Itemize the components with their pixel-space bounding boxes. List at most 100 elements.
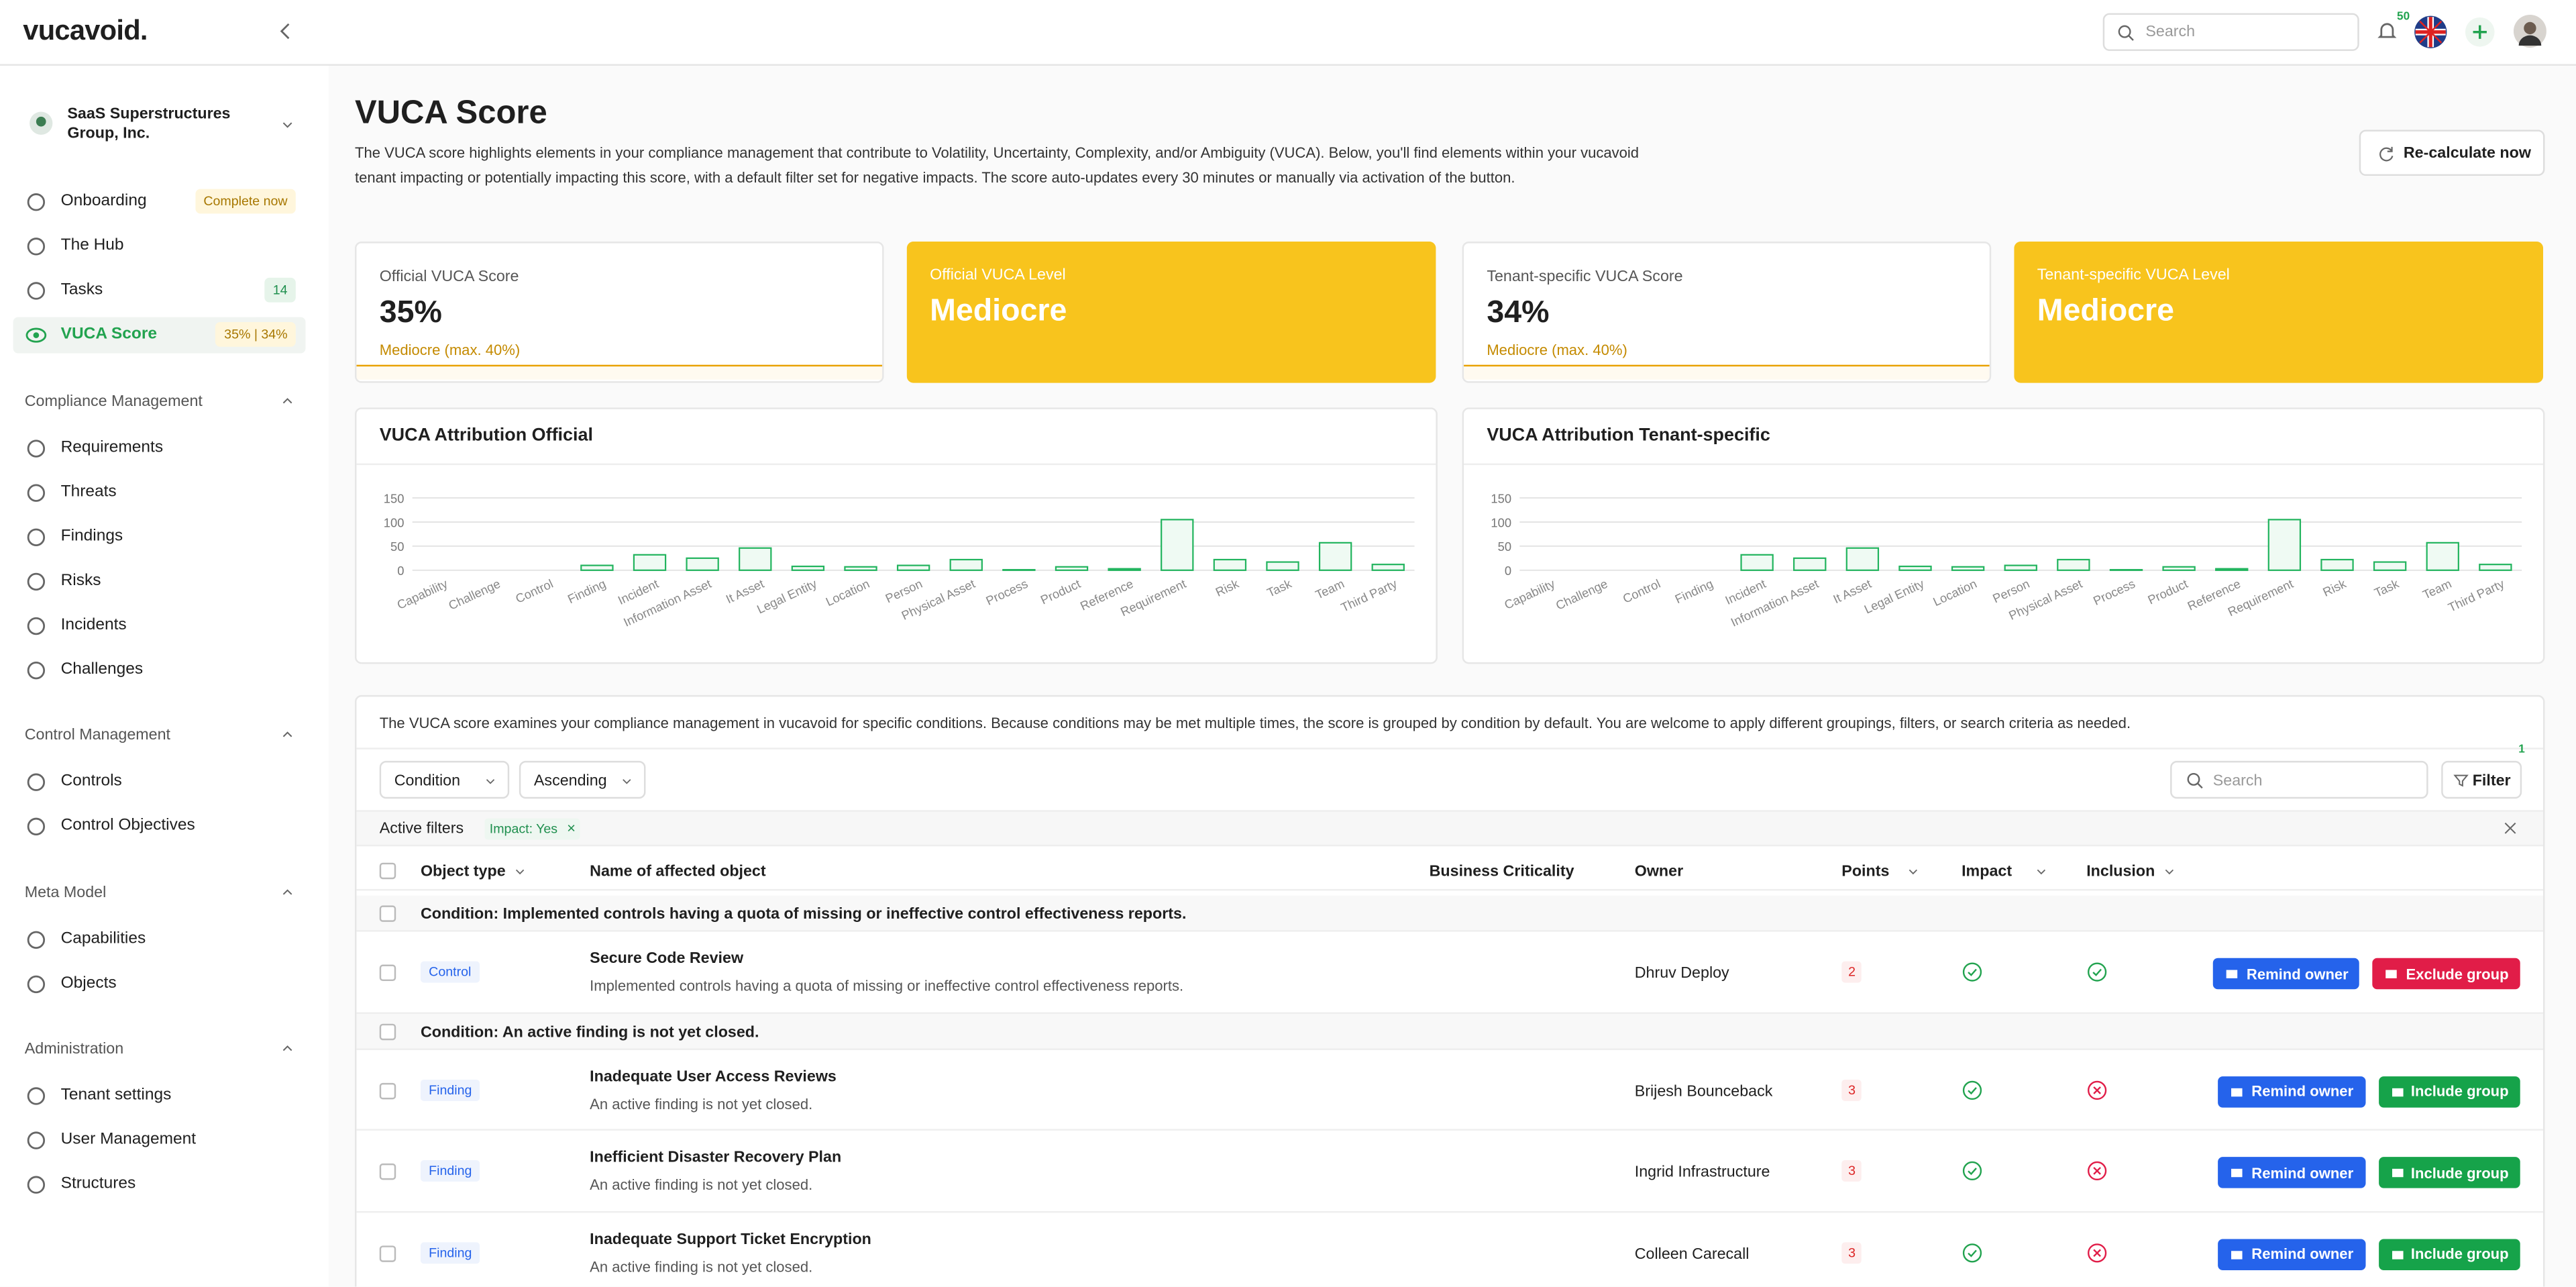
button-label: Include group: [2410, 1082, 2509, 1100]
x-tick-label: Task: [2372, 576, 2402, 600]
column-header[interactable]: Business Criticality: [1429, 862, 1574, 881]
organization-name[interactable]: SaaS Superstructures Group, Inc.: [67, 105, 231, 144]
impact-icon-glyph: [1962, 962, 1982, 982]
action-button[interactable]: Remind owner: [2218, 1238, 2365, 1270]
owner: Brijesh Bounceback: [1634, 1082, 1773, 1100]
score-value: Mediocre: [2037, 294, 2175, 329]
column-header[interactable]: Object type: [420, 862, 506, 881]
x-tick-label: Risk: [1214, 576, 1242, 599]
checkbox[interactable]: [379, 1245, 396, 1262]
nav-item[interactable]: Challenges: [13, 654, 306, 687]
object-description: Implemented controls having a quota of m…: [590, 978, 1184, 994]
chart-card: VUCA Attribution Official 0 50 100 150 Capabi…: [354, 407, 1438, 664]
x-tick-label: Capability: [1502, 576, 1558, 612]
action-button[interactable]: Remind owner: [2213, 958, 2360, 990]
search-box[interactable]: Search: [2102, 13, 2359, 51]
nav-item[interactable]: Incidents: [13, 610, 306, 643]
score-note: Mediocre (max. 40%): [379, 342, 521, 358]
bar: [2004, 564, 2037, 571]
row-actions: Remind owner Include group: [2218, 1238, 2520, 1270]
nav-item[interactable]: Objects: [13, 968, 306, 1000]
object-name[interactable]: Secure Code Review: [590, 949, 744, 968]
nav-item[interactable]: Structures: [13, 1168, 306, 1201]
nav-item[interactable]: Control Objectives: [13, 810, 306, 843]
object-name[interactable]: Inadequate Support Ticket Encryption: [590, 1230, 871, 1249]
nav-item[interactable]: Requirements: [13, 432, 306, 465]
add-button[interactable]: [2464, 16, 2496, 48]
nav-label: The Hub: [60, 236, 124, 255]
logo[interactable]: vucavoid.: [23, 15, 148, 46]
nav-item[interactable]: Onboarding Complete now: [13, 184, 306, 220]
sort-icon: [513, 864, 527, 879]
nav-item[interactable]: Tasks 14: [13, 273, 306, 309]
bar: [1740, 554, 1774, 571]
object-name[interactable]: Inadequate User Access Reviews: [590, 1067, 837, 1086]
org-logo: [28, 110, 54, 136]
action-button[interactable]: Remind owner: [2218, 1075, 2365, 1107]
nav-icon: [25, 1174, 48, 1196]
checkbox[interactable]: [379, 964, 396, 982]
x-tick-label: Finding: [1672, 576, 1715, 606]
checkbox[interactable]: [379, 862, 396, 880]
nav-icon: [25, 615, 48, 637]
sort-icon-glyph: [1909, 869, 1917, 875]
button-icon: [2386, 970, 2398, 978]
x-tick-label: Control: [1621, 576, 1663, 606]
object-name[interactable]: Inefficient Disaster Recovery Plan: [590, 1148, 842, 1167]
column-header[interactable]: Inclusion: [2086, 862, 2155, 881]
nav-item[interactable]: Tenant settings: [13, 1080, 306, 1113]
column-header[interactable]: Name of affected object: [590, 862, 766, 881]
checkbox[interactable]: [379, 1082, 396, 1099]
language-flag[interactable]: [2414, 15, 2448, 49]
column-header[interactable]: Impact: [1962, 862, 2012, 881]
column-header[interactable]: Owner: [1634, 862, 1684, 881]
y-tick-label: 50: [1498, 539, 1511, 554]
nav-item[interactable]: Risks: [13, 565, 306, 598]
group-condition: Condition: Implemented controls having a…: [420, 905, 1187, 924]
dropdown-label: Condition: [394, 772, 461, 790]
button-label: Include group: [2410, 1164, 2509, 1181]
score-value: 34%: [1487, 295, 1550, 331]
section-title: Administration: [24, 1040, 124, 1059]
search-icon: [2185, 771, 2204, 790]
table-search[interactable]: Search: [2170, 760, 2428, 799]
chart-card: VUCA Attribution Tenant-specific 0 50 100 15…: [1462, 407, 2545, 664]
nav-item[interactable]: Controls: [13, 766, 306, 799]
action-button[interactable]: Include group: [2377, 1075, 2520, 1107]
sort-order-select[interactable]: Ascending: [519, 760, 646, 799]
checkbox[interactable]: [379, 1163, 396, 1180]
nav-item[interactable]: The Hub: [13, 228, 306, 264]
checkbox[interactable]: [379, 1023, 396, 1039]
nav-item[interactable]: VUCA Score 35% | 34%: [13, 317, 306, 354]
nav-icon: [25, 1129, 48, 1151]
nav-item[interactable]: Findings: [13, 521, 306, 554]
nav-icon: [25, 279, 48, 302]
score-label: Tenant-specific VUCA Level: [2037, 266, 2230, 285]
action-button[interactable]: Include group: [2377, 1238, 2520, 1270]
search-placeholder: Search: [2212, 772, 2263, 790]
nav-item[interactable]: User Management: [13, 1124, 306, 1157]
bar: [1266, 561, 1299, 571]
column-header[interactable]: Points: [1841, 862, 1890, 881]
clear-filters[interactable]: [2502, 820, 2518, 836]
nav-item[interactable]: Threats: [13, 476, 306, 509]
action-button[interactable]: Include group: [2377, 1157, 2520, 1188]
nav-label: Objects: [60, 974, 117, 993]
button-label: Remind owner: [2246, 965, 2349, 982]
bell-icon[interactable]: [2375, 19, 2398, 42]
nav-label: Structures: [60, 1175, 136, 1193]
points-badge: 3: [1841, 1078, 1862, 1100]
table-intro: The VUCA score examines your compliance …: [379, 715, 2131, 731]
action-button[interactable]: Remind owner: [2218, 1157, 2365, 1188]
nav-item[interactable]: Capabilities: [13, 923, 306, 956]
filter-chip[interactable]: Impact: Yes ×: [484, 818, 581, 840]
group-by-select[interactable]: Condition: [379, 760, 510, 799]
recalculate-button[interactable]: Re-calculate now: [2359, 130, 2545, 176]
filter-button[interactable]: Filter: [2441, 760, 2522, 799]
checkbox[interactable]: [379, 905, 396, 922]
x-tick-label: Third Party: [2446, 576, 2507, 615]
action-button[interactable]: Exclude group: [2373, 958, 2520, 990]
avatar[interactable]: [2513, 15, 2546, 48]
